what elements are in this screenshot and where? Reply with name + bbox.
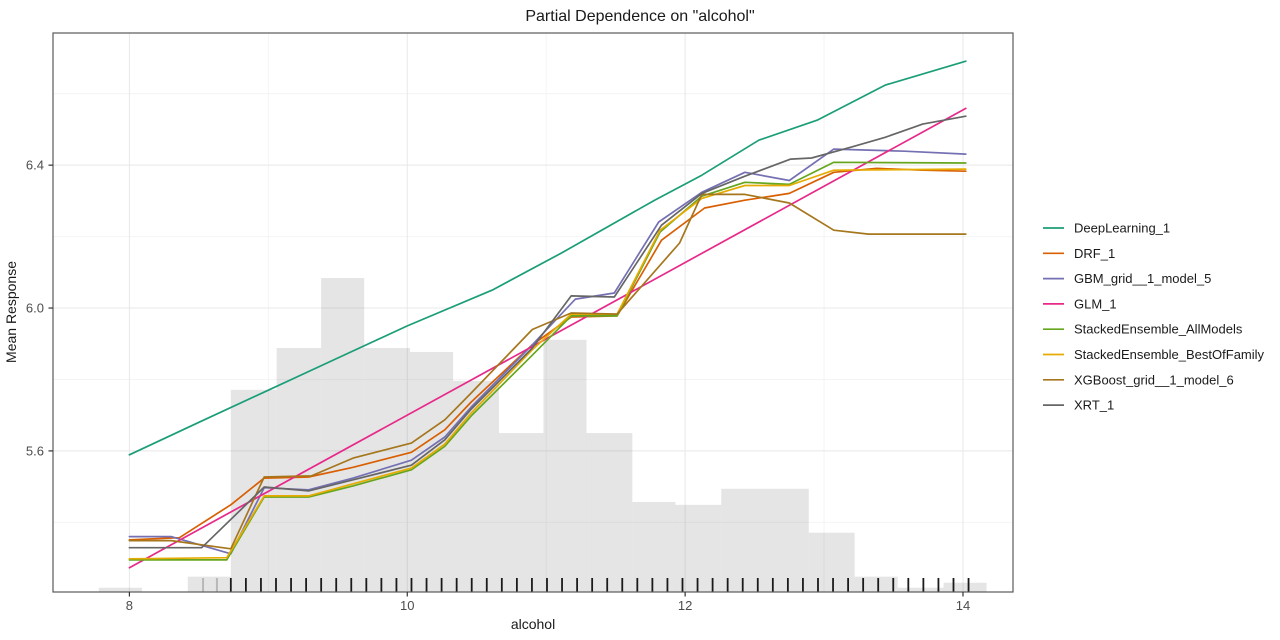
- y-axis-title: Mean Response: [3, 261, 19, 363]
- hist-bar: [632, 501, 676, 592]
- legend-label: DRF_1: [1074, 246, 1115, 261]
- hist-bar: [808, 532, 855, 592]
- hist-bar: [276, 348, 322, 592]
- hist-bar: [854, 576, 898, 592]
- background-histogram: [98, 278, 987, 592]
- legend-label: StackedEnsemble_AllModels: [1074, 322, 1243, 337]
- hist-bar: [453, 380, 499, 592]
- hist-bar: [187, 576, 231, 592]
- chart-title: Partial Dependence on "alcohol": [525, 8, 754, 25]
- legend-label: XGBoost_grid__1_model_6: [1074, 372, 1234, 387]
- model-lines: [128, 60, 967, 569]
- legend-label: GLM_1: [1074, 296, 1117, 311]
- legend-label: StackedEnsemble_BestOfFamily: [1074, 347, 1265, 362]
- y-tick-label: 6.4: [26, 158, 44, 173]
- hist-bar: [897, 587, 944, 592]
- hist-bar: [410, 351, 454, 592]
- series-line-GLM_1: [128, 107, 967, 569]
- series-line-XRT_1: [128, 115, 967, 549]
- x-axis-title: alcohol: [511, 616, 555, 632]
- axis-ticks-and-labels: 8 10 12 14 5.6 6.0 6.4: [26, 158, 970, 613]
- legend-item-GBM_grid__1_model_5: GBM_grid__1_model_5: [1043, 271, 1211, 286]
- hist-bar: [586, 433, 633, 592]
- hist-bar: [765, 488, 809, 592]
- hist-bar: [498, 433, 544, 592]
- legend-label: DeepLearning_1: [1074, 221, 1170, 236]
- hist-bar: [721, 488, 766, 592]
- hist-bar: [675, 504, 722, 592]
- hist-bar: [321, 278, 365, 592]
- legend-item-DeepLearning_1: DeepLearning_1: [1043, 221, 1170, 236]
- legend-item-DRF_1: DRF_1: [1043, 246, 1115, 261]
- x-tick-label: 12: [678, 598, 692, 613]
- hist-bar: [943, 582, 987, 592]
- panel-border: [52, 32, 1014, 593]
- hist-bar: [543, 339, 587, 592]
- legend: DeepLearning_1 DRF_1 GBM_grid__1_model_5 GL…: [1043, 221, 1265, 413]
- x-tick-label: 14: [956, 598, 970, 613]
- y-tick-label: 6.0: [26, 301, 44, 316]
- hist-bar: [98, 587, 142, 592]
- legend-item-StackedEnsemble_AllModels: StackedEnsemble_AllModels: [1043, 322, 1243, 337]
- x-tick-label: 10: [400, 598, 414, 613]
- legend-label: GBM_grid__1_model_5: [1074, 271, 1211, 286]
- legend-item-XRT_1: XRT_1: [1043, 398, 1114, 413]
- legend-item-GLM_1: GLM_1: [1043, 296, 1117, 311]
- series-line-StackedEnsemble_AllModels: [128, 161, 967, 561]
- rug-ticks: [202, 578, 970, 592]
- series-line-StackedEnsemble_BestOfFamily: [128, 168, 967, 560]
- legend-label: XRT_1: [1074, 398, 1114, 413]
- legend-item-StackedEnsemble_BestOfFamily: StackedEnsemble_BestOfFamily: [1043, 347, 1265, 362]
- legend-item-XGBoost_grid__1_model_6: XGBoost_grid__1_model_6: [1043, 372, 1234, 387]
- series-line-XGBoost_grid__1_model_6: [128, 193, 967, 550]
- y-tick-label: 5.6: [26, 443, 44, 458]
- gridlines-major: [53, 33, 1013, 592]
- gridlines-minor: [53, 33, 1013, 592]
- series-line-DeepLearning_1: [128, 60, 967, 456]
- x-tick-label: 8: [126, 598, 133, 613]
